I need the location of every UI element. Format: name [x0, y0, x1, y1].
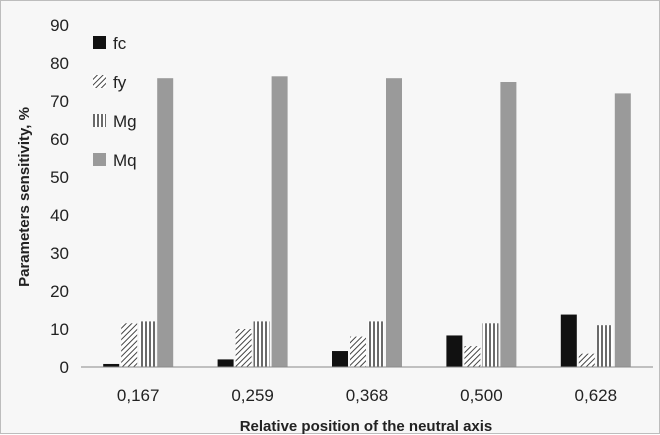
legend-swatch-fc	[93, 36, 106, 49]
legend-swatch-mg	[93, 114, 106, 127]
bar-fc-4	[560, 314, 577, 367]
bar-fc-3	[446, 335, 463, 367]
bar-fc-2	[332, 351, 348, 367]
y-tick-label: 70	[50, 92, 69, 111]
legend-label-fc: fc	[113, 34, 127, 53]
bar-mg-3	[482, 323, 499, 367]
bar-fy-1	[235, 329, 252, 367]
legend-label-fy: fy	[113, 73, 127, 92]
bar-mg-2	[368, 321, 384, 367]
bar-mg-0	[139, 321, 156, 367]
y-tick-label: 60	[50, 130, 69, 149]
bar-mg-1	[253, 321, 270, 367]
x-tick-label: 0,628	[575, 386, 618, 405]
bar-fc-1	[217, 359, 234, 367]
bar-mq-4	[614, 93, 631, 368]
x-tick-label: 0,259	[231, 386, 274, 405]
y-tick-label: 10	[50, 320, 69, 339]
y-tick-label: 0	[60, 358, 69, 377]
x-tick-label: 0,500	[460, 386, 503, 405]
bar-mg-4	[596, 325, 613, 367]
x-axis-title: Relative position of the neutral axis	[240, 418, 493, 435]
bar-mq-3	[500, 82, 517, 367]
legend-label-mg: Mg	[113, 112, 137, 131]
y-tick-label: 40	[50, 206, 69, 225]
x-tick-label: 0,368	[346, 386, 389, 405]
bar-mq-2	[386, 78, 402, 367]
legend-swatch-fy	[93, 75, 106, 88]
y-tick-label: 50	[50, 168, 69, 187]
bar-fy-4	[578, 353, 595, 367]
y-tick-label: 90	[50, 16, 69, 35]
x-tick-label: 0,167	[117, 386, 160, 405]
bar-fy-2	[350, 336, 366, 367]
y-tick-label: 20	[50, 282, 69, 301]
y-axis-title: Parameters sensitivity, %	[16, 107, 33, 287]
bar-mq-0	[157, 78, 174, 367]
bar-mq-1	[271, 76, 288, 368]
y-tick-label: 30	[50, 244, 69, 263]
legend-label-mq: Mq	[113, 151, 137, 170]
y-tick-label: 80	[50, 54, 69, 73]
bar-fy-0	[121, 323, 138, 367]
legend-swatch-mq	[93, 153, 106, 166]
bar-fc-0	[103, 363, 120, 367]
bar-fy-3	[464, 346, 481, 367]
